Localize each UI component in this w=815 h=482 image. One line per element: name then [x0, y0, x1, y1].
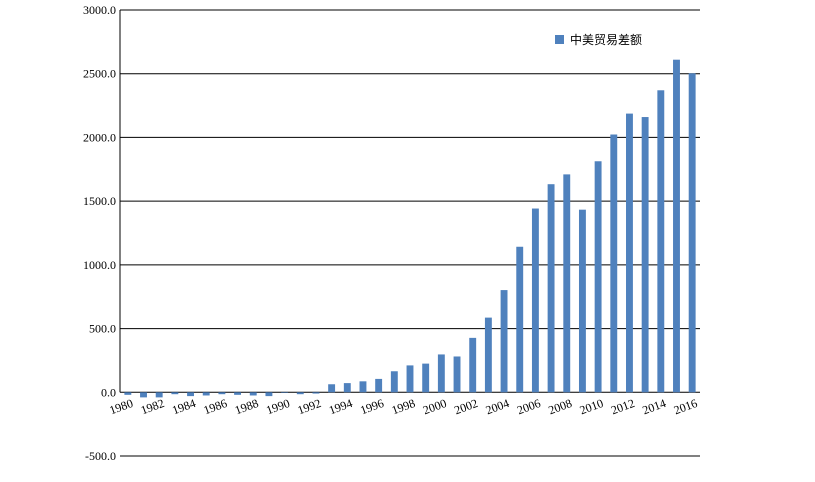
- x-tick-label: 2000: [421, 396, 448, 417]
- bar: [578, 209, 586, 393]
- x-tick-label: 2008: [546, 396, 573, 417]
- bar: [171, 392, 179, 395]
- x-tick-label: 1992: [296, 396, 323, 417]
- y-tick-label: 3000.0: [83, 3, 116, 17]
- x-tick-label: 2012: [609, 396, 636, 417]
- bar: [563, 174, 571, 393]
- y-tick-label: 2000.0: [83, 130, 116, 144]
- bar: [673, 59, 680, 393]
- bar: [626, 113, 633, 393]
- bar: [328, 384, 336, 393]
- x-tick-label: 1998: [390, 396, 417, 417]
- x-tick-label: 2004: [484, 396, 511, 417]
- bar: [234, 392, 242, 395]
- legend-swatch: [555, 35, 564, 44]
- x-tick-label: 1988: [233, 396, 260, 417]
- x-tick-label: 1982: [139, 396, 166, 417]
- x-tick-label: 1990: [264, 396, 291, 417]
- x-tick-label: 2006: [515, 396, 542, 417]
- bar: [296, 392, 304, 395]
- x-tick-label: 2002: [452, 396, 479, 417]
- bar: [202, 392, 210, 396]
- bar: [343, 383, 351, 393]
- y-tick-label: 2500.0: [83, 67, 116, 81]
- bar: [437, 354, 445, 393]
- bar: [484, 317, 492, 393]
- bar: [641, 117, 649, 393]
- bar: [469, 337, 477, 393]
- bar: [155, 392, 163, 398]
- x-tick-label: 2016: [672, 396, 699, 417]
- x-tick-label: 1986: [202, 396, 229, 417]
- bar: [516, 246, 524, 393]
- y-tick-label: -500.0: [85, 449, 116, 463]
- bar: [390, 371, 398, 393]
- bar: [187, 392, 194, 397]
- bar: [453, 356, 461, 393]
- bar: [312, 392, 320, 394]
- y-tick-label: 500.0: [89, 322, 116, 336]
- bar: [657, 90, 665, 393]
- bar: [140, 392, 147, 398]
- bar: [124, 392, 132, 395]
- x-tick-label: 1984: [170, 396, 197, 417]
- bar: [688, 73, 696, 393]
- y-tick-label: 1000.0: [83, 258, 116, 272]
- bar: [281, 392, 289, 393]
- bar: [359, 381, 367, 393]
- x-tick-label: 1994: [327, 396, 354, 417]
- bar: [610, 134, 618, 393]
- bar: [500, 290, 508, 393]
- x-tick-label: 2010: [578, 396, 605, 417]
- bar: [375, 378, 383, 393]
- bar: [218, 392, 226, 395]
- bar: [531, 208, 539, 393]
- bar: [249, 392, 257, 396]
- bar: [406, 365, 414, 393]
- y-tick-label: 1500.0: [83, 194, 116, 208]
- bar: [547, 184, 555, 393]
- bar: [265, 392, 273, 397]
- legend-label: 中美贸易差额: [570, 32, 642, 47]
- bar: [594, 161, 602, 393]
- x-tick-label: 2014: [640, 396, 667, 417]
- y-tick-label: 0.0: [101, 385, 116, 399]
- bar: [422, 363, 430, 393]
- x-tick-label: 1996: [358, 396, 385, 417]
